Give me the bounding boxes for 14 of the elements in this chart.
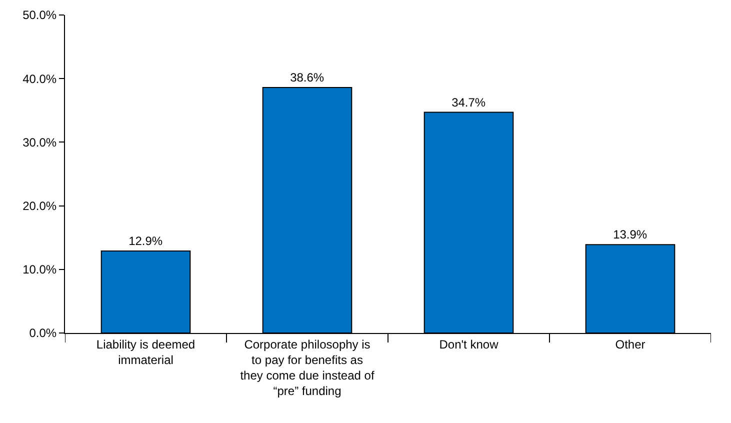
x-tick-label: Other xyxy=(615,337,646,352)
y-tick-label: 50.0% xyxy=(22,8,57,22)
y-tick-label: 0.0% xyxy=(29,326,57,340)
x-tick-label: Corporate philosophy is to pay for benefits as they come due instead of “pre” funding xyxy=(240,337,375,398)
y-tick-label: 10.0% xyxy=(22,262,57,277)
data-label: 38.6% xyxy=(290,70,324,84)
y-tick-label: 30.0% xyxy=(22,135,57,150)
y-tick-label: 40.0% xyxy=(22,72,57,86)
x-tick-label: Liability is deemed immaterial xyxy=(96,337,196,367)
data-label: 34.7% xyxy=(452,95,486,110)
data-label: 12.9% xyxy=(128,234,163,248)
data-label: 13.9% xyxy=(613,228,648,242)
y-tick-label: 20.0% xyxy=(22,199,57,213)
x-tick-label: Don't know xyxy=(439,337,499,352)
